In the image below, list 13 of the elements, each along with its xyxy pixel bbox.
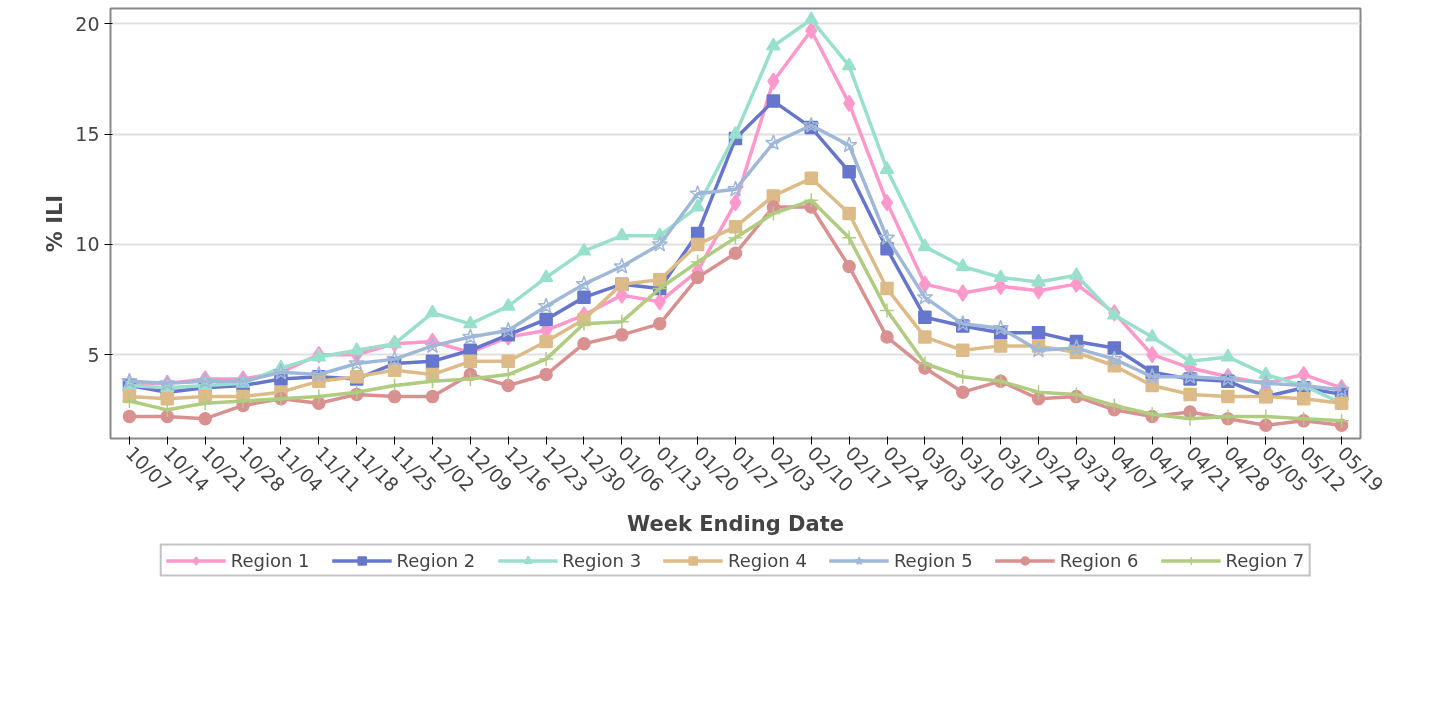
y-tick-label: 20 xyxy=(75,12,100,35)
legend-label: Region 1 xyxy=(230,549,310,571)
legend-label: Region 7 xyxy=(1225,549,1305,571)
legend-label: Region 5 xyxy=(893,549,973,571)
y-tick-label: 15 xyxy=(75,123,100,146)
legend-label: Region 3 xyxy=(562,549,642,571)
x-axis-title: Week Ending Date xyxy=(627,511,844,536)
legend-label: Region 4 xyxy=(728,549,807,571)
legend-label: Region 6 xyxy=(1059,549,1139,571)
y-axis-title: % ILI xyxy=(43,194,68,253)
y-tick-label: 5 xyxy=(87,343,100,366)
legend-label: Region 2 xyxy=(396,549,476,571)
y-tick-label: 10 xyxy=(75,233,100,256)
